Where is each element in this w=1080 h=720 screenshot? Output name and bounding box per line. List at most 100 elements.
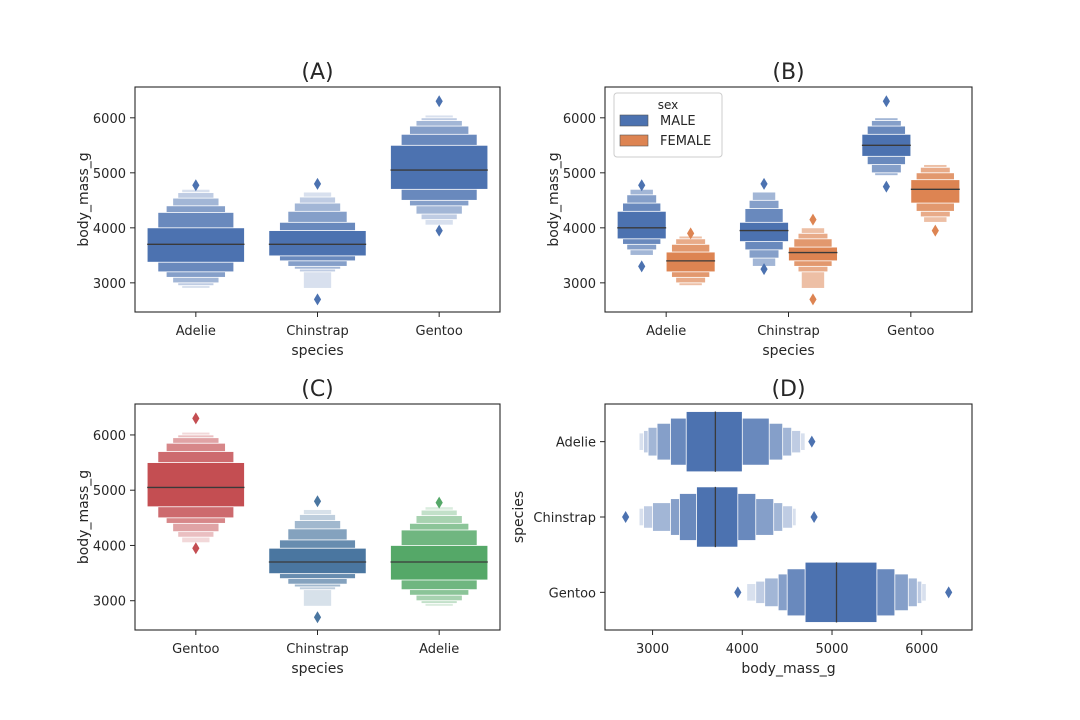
value-tick-label: 6000 [93,112,126,127]
y-axis-label: species [511,491,527,543]
boxen-adelie-male [616,179,667,273]
outlier-point [760,177,768,190]
panel-c: (C) Gentoo Chinstrap Adelie 3000 4000 5000 6000… [76,377,501,677]
category-tick-label: Adelie [176,324,216,339]
category-tick-label: Adelie [419,642,459,657]
category-tick-label: Chinstrap [533,511,596,526]
value-tick-label: 5000 [93,484,126,499]
category-tick-label: Chinstrap [757,324,820,339]
boxen-box [268,230,367,257]
value-tick-label: 6000 [905,642,938,657]
boxen-gentoo [734,561,953,623]
panel-title: (B) [772,60,804,85]
panel-title: (A) [301,60,333,85]
x-axis-label: species [762,343,814,359]
value-tick-label: 5000 [93,167,126,182]
legend-swatch [619,134,649,147]
outlier-point [622,511,630,523]
legend: sex MALE FEMALE [613,92,723,158]
boxen-box [146,227,245,263]
outlier-point [687,227,695,240]
boxen-chinstrap-male [739,177,789,276]
category-tick-label: Adelie [556,436,596,451]
x-axis-label: species [291,343,343,359]
boxen-adelie [146,179,245,289]
outlier-point [808,435,816,448]
boxen-box [804,561,878,623]
outlier-point [435,496,443,509]
boxen-box [788,246,838,262]
value-tick-label: 3000 [563,277,596,292]
legend-label: FEMALE [660,134,711,149]
boxen-gentoo [146,412,245,555]
outlier-point [313,495,322,508]
y-axis-label: body_mass_g [546,152,562,246]
value-tick-label: 6000 [93,429,126,444]
outlier-point [435,224,443,237]
panel-title: (D) [771,377,805,402]
value-tick-label: 4000 [93,539,126,554]
outlier-point [760,263,768,276]
x-axis-label: body_mass_g [741,661,835,677]
value-tick-label: 4000 [726,642,759,657]
legend-title: sex [658,98,679,112]
outlier-point [734,586,742,599]
boxen-chinstrap [268,495,367,624]
boxen-chinstrap-female [788,213,838,306]
value-tick-label: 5000 [563,167,596,182]
outlier-point [435,95,443,108]
x-axis-label: species [291,661,343,677]
outlier-point [809,293,817,306]
panel-d: (D) Adelie Chinstrap Gentoo 3000 4000 5000 6000… [511,377,973,677]
outlier-point [945,586,953,599]
boxen-box [390,144,489,190]
value-tick-label: 3000 [636,642,669,657]
category-tick-label: Gentoo [887,324,934,339]
value-tick-label: 3000 [93,277,126,292]
outlier-point [313,611,322,624]
boxen-box [146,462,245,508]
y-axis-label: body_mass_g [76,470,92,564]
legend-swatch [619,114,649,127]
category-tick-label: Adelie [646,324,686,339]
boxen-adelie [390,496,489,607]
panel-title: (C) [301,377,334,402]
boxen-box [390,545,489,581]
boxen-box [268,547,367,575]
category-tick-label: Gentoo [172,642,219,657]
boxen-adelie [638,411,816,473]
outlier-point [638,260,646,273]
value-tick-label: 4000 [93,222,126,237]
outlier-point [882,180,890,193]
boxen-gentoo [390,95,489,237]
category-tick-label: Chinstrap [286,642,349,657]
value-tick-label: 3000 [93,595,126,610]
outlier-point [638,179,646,192]
boxen-chinstrap [622,486,818,548]
outlier-point [192,542,200,555]
category-tick-label: Gentoo [549,586,596,601]
legend-label: MALE [660,114,696,129]
outlier-point [313,177,322,190]
value-tick-label: 5000 [815,642,848,657]
boxen-box [910,179,961,204]
outlier-point [882,95,890,108]
outlier-point [313,293,322,306]
boxen-box [665,251,716,273]
panel-a: (A) Adelie Chinstrap Gentoo 3000 4000 5000 6000… [76,60,501,359]
boxen-adelie-female [665,227,716,286]
boxen-chinstrap [268,177,367,306]
outlier-point [192,179,200,192]
outlier-point [192,412,200,425]
boxen-gentoo-female [910,164,961,237]
panel-b: (B) Adelie Chinstrap Gentoo 3000 4000 5000 6000… [546,60,973,359]
outlier-point [931,224,939,237]
boxen-box [685,411,743,473]
boxen-box [616,210,667,240]
boxen-gentoo-male [861,95,912,193]
category-tick-label: Chinstrap [286,324,349,339]
value-tick-label: 6000 [563,112,596,127]
category-tick-label: Gentoo [416,324,463,339]
boxen-box [696,486,739,548]
